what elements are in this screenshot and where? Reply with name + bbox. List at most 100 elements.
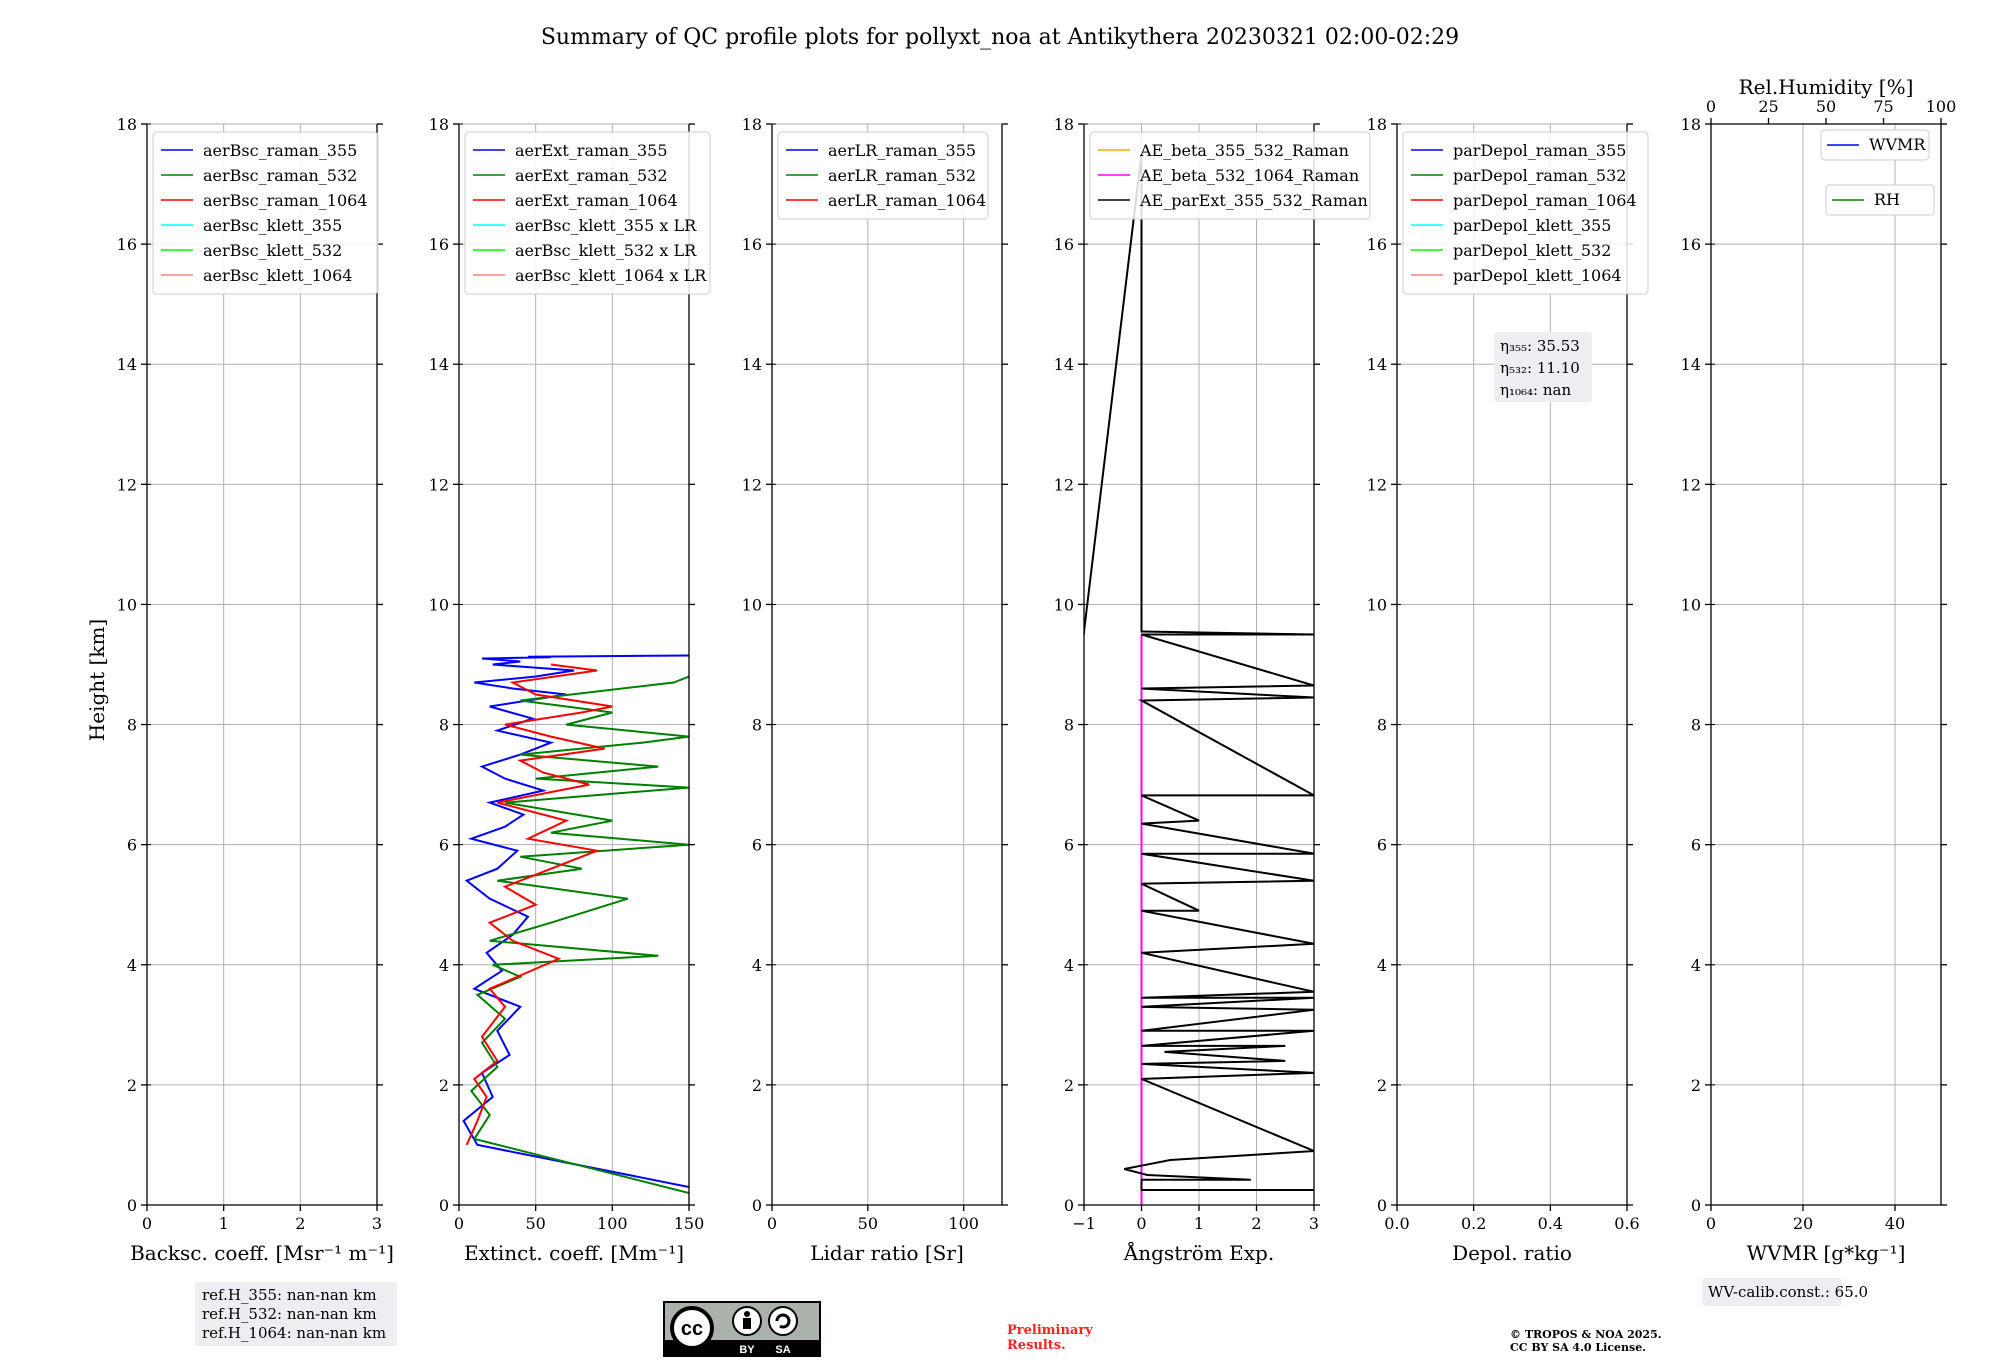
y-tick-label: 10 (1367, 595, 1387, 614)
x-axis-label: Ångström Exp. (1123, 1240, 1274, 1265)
legend-label: aerBsc_raman_1064 (203, 191, 368, 210)
y-tick-label: 16 (1367, 235, 1387, 254)
y-tick-label: 8 (1691, 716, 1701, 735)
y-tick-label: 8 (439, 716, 449, 735)
panel-5: 0 2 4 6 8 10 12 14 16 18 0.0 0.2 0.4 0.6 Depol. ratio p… (1367, 115, 1649, 1265)
y-tick-label: 16 (429, 235, 449, 254)
legend-label: parDepol_raman_532 (1453, 166, 1626, 185)
legend-box (1402, 131, 1649, 295)
x-tick-label: 2 (1251, 1214, 1261, 1233)
legend-label: AE_beta_355_532_Raman (1139, 141, 1349, 160)
eta-532: η₅₃₂: 11.10 (1500, 359, 1580, 377)
sa-share-arrow (775, 1313, 791, 1329)
legend: aerBsc_raman_355 aerBsc_raman_532 aerBsc_r… (152, 131, 379, 295)
y-tick-label: 0 (1377, 1196, 1387, 1215)
y-tick-label: 12 (1367, 475, 1387, 494)
legend-box (1825, 184, 1935, 216)
legend-label: aerBsc_raman_532 (203, 166, 357, 185)
legend-label: aerBsc_raman_355 (203, 141, 357, 160)
y-tick-label: 12 (1054, 475, 1074, 494)
legend-label: aerLR_raman_1064 (828, 191, 986, 210)
eta-box-bg (1494, 332, 1592, 402)
x-tick-label: 50 (525, 1214, 545, 1233)
legend-label: parDepol_klett_1064 (1453, 266, 1622, 285)
series-line-aerExt_raman_1064 (465, 663, 613, 1146)
y-tick-label: 2 (1377, 1076, 1387, 1095)
wv-calib-box-bg (1702, 1278, 1842, 1306)
x-tick-label: 3 (372, 1214, 382, 1233)
x-tick-label: 0 (1136, 1214, 1146, 1233)
y-tick-label: 14 (1681, 355, 1701, 374)
y-tick-label: 4 (127, 956, 137, 975)
legend-label: aerExt_raman_355 (515, 141, 668, 160)
eta-355: η₃₅₅: 35.53 (1500, 337, 1580, 355)
legend-box (152, 131, 379, 295)
y-tick-label: 8 (127, 716, 137, 735)
y-tick-label: 14 (1054, 355, 1074, 374)
y-tick-label: 0 (1064, 1196, 1074, 1215)
x-tick-label: 0.6 (1614, 1214, 1639, 1233)
y-tick-label: 14 (429, 355, 449, 374)
legend-label: aerExt_raman_1064 (515, 191, 678, 210)
ref-height-box: ref.H_355: nan-nan km ref.H_532: nan-nan… (195, 1282, 397, 1346)
y-tick-label: 6 (1377, 836, 1387, 855)
y-tick-label: 14 (117, 355, 137, 374)
y-tick-label: 12 (429, 475, 449, 494)
x-tick-label: 40 (1885, 1214, 1905, 1233)
legend-label: aerBsc_klett_532 x LR (515, 241, 697, 260)
legend-box (1820, 129, 1930, 161)
series-line-aerExt_raman_532 (469, 675, 689, 1194)
x-tick-label: 100 (597, 1214, 628, 1233)
x-tick-label: −1 (1072, 1214, 1096, 1233)
y-tick-label: 2 (752, 1076, 762, 1095)
y-tick-label: 4 (1377, 956, 1387, 975)
y-tick-label: 18 (1367, 115, 1387, 134)
x2-axis-label: Rel.Humidity [%] (1739, 75, 1914, 99)
x2-tick-label: 50 (1816, 97, 1836, 116)
x-tick-label: 0.2 (1461, 1214, 1486, 1233)
y-tick-label: 6 (752, 836, 762, 855)
y-tick-label: 10 (429, 595, 449, 614)
y-tick-label: 18 (742, 115, 762, 134)
x-tick-label: 50 (858, 1214, 878, 1233)
legend-box (777, 131, 989, 220)
wv-calib-box: WV-calib.const.: 65.0 (1702, 1278, 1868, 1306)
preliminary-text-line2: Results. (1007, 1338, 1066, 1353)
y-tick-label: 0 (752, 1196, 762, 1215)
by-person-body (743, 1318, 751, 1329)
sa-share-icon (768, 1306, 798, 1336)
y-tick-label: 6 (1064, 836, 1074, 855)
y-tick-label: 8 (1064, 716, 1074, 735)
ref-height-355: ref.H_355: nan-nan km (202, 1286, 377, 1304)
legend: aerExt_raman_355 aerExt_raman_532 aerExt_r… (464, 131, 711, 295)
figure-title: Summary of QC profile plots for pollyxt_… (541, 25, 1459, 50)
y-tick-label: 2 (1691, 1076, 1701, 1095)
x-tick-label: 0 (1706, 1214, 1716, 1233)
legend: aerLR_raman_355 aerLR_raman_532 aerLR_rama… (777, 131, 989, 220)
cc-license-badge: cc BY SA (663, 1301, 821, 1357)
y-tick-label: 6 (439, 836, 449, 855)
y-tick-label: 16 (1054, 235, 1074, 254)
preliminary-text-line1: Preliminary (1007, 1323, 1093, 1338)
x-tick-label: 0 (767, 1214, 777, 1233)
x2-tick-label: 0 (1706, 97, 1716, 116)
legend-label: AE_parExt_355_532_Raman (1139, 191, 1368, 210)
legend-label: aerLR_raman_532 (828, 166, 976, 185)
y-tick-label: 18 (1681, 115, 1701, 134)
x-tick-label: 100 (948, 1214, 979, 1233)
copyright-line2: CC BY SA 4.0 License. (1510, 1341, 1646, 1354)
y-tick-label: 6 (127, 836, 137, 855)
y-tick-label: 4 (1064, 956, 1074, 975)
legend: AE_beta_355_532_Raman AE_beta_532_1064_Ra… (1089, 131, 1371, 220)
y-tick-label: 2 (439, 1076, 449, 1095)
legend-label: WVMR (1869, 135, 1926, 154)
legend-label: aerBsc_klett_355 x LR (515, 216, 697, 235)
legend-box (464, 131, 711, 295)
ref-height-1064: ref.H_1064: nan-nan km (202, 1324, 386, 1342)
x-axis-label: Backsc. coeff. [Msr⁻¹ m⁻¹] (130, 1241, 394, 1265)
legend-label: aerBsc_klett_532 (203, 241, 342, 260)
legend: WVMR RH (1820, 129, 1935, 216)
y-tick-label: 12 (742, 475, 762, 494)
y-tick-label: 12 (117, 475, 137, 494)
